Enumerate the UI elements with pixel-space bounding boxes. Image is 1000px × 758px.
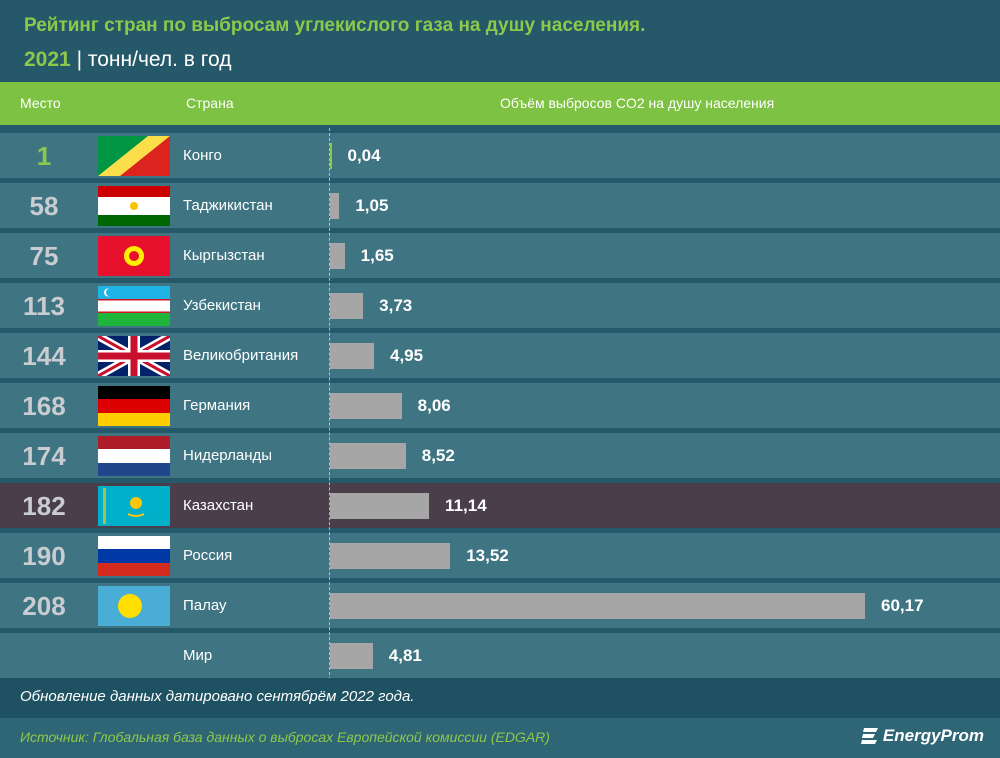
country-name: Кыргызстан xyxy=(183,247,265,264)
note-band: Обновление данных датировано сентябрём 2… xyxy=(0,678,1000,718)
bar xyxy=(330,343,374,369)
table-row: 113 Узбекистан 3,73 xyxy=(0,283,1000,328)
flag-kazakhstan-icon xyxy=(98,486,170,526)
rank: 75 xyxy=(29,241,59,271)
table-row: 174 Нидерланды 8,52 xyxy=(0,433,1000,478)
bar xyxy=(330,593,865,619)
rank: 113 xyxy=(23,291,65,321)
table-row: 190 Россия 13,52 xyxy=(0,533,1000,578)
rank: 168 xyxy=(22,391,66,421)
flag-germany-icon xyxy=(98,386,170,426)
country-name: Конго xyxy=(183,147,222,164)
bar xyxy=(330,543,451,569)
rank: 58 xyxy=(29,191,59,221)
value-label: 1,65 xyxy=(360,246,394,265)
rank: 182 xyxy=(22,491,66,521)
header-value: Объём выбросов CO2 на душу населения xyxy=(500,95,775,111)
update-note: Обновление данных датировано сентябрём 2… xyxy=(20,688,415,705)
country-name: Таджикистан xyxy=(183,197,273,214)
energyprom-logo: EnergyProm xyxy=(860,726,984,746)
rank: 208 xyxy=(22,591,66,621)
chart-title: Рейтинг стран по выбросам углекислого га… xyxy=(24,15,646,36)
country-name: Палау xyxy=(183,597,227,614)
axis-line xyxy=(329,128,330,680)
value-label: 8,06 xyxy=(417,396,451,415)
country-name: Россия xyxy=(183,547,233,564)
flag-russia-icon xyxy=(98,536,170,576)
rank: 190 xyxy=(22,541,66,571)
table-row: 144 Великобритания 4,95 xyxy=(0,333,1000,378)
bar xyxy=(330,493,430,519)
country-name: Узбекистан xyxy=(183,297,261,314)
year: 2021 xyxy=(24,48,71,71)
rank: 144 xyxy=(22,341,66,371)
table-row: 75 Кыргызстан 1,65 xyxy=(0,233,1000,278)
value-label: 8,52 xyxy=(421,446,455,465)
value-label: 11,14 xyxy=(445,496,487,515)
logo-text: EnergyProm xyxy=(882,726,984,745)
bar xyxy=(330,193,340,219)
value-label: 4,81 xyxy=(388,646,422,665)
chart-subtitle: 2021 | тонн/чел. в год xyxy=(24,48,231,72)
flag-uk-icon xyxy=(98,336,170,376)
table-header: Место Страна Объём выбросов CO2 на душу … xyxy=(0,82,1000,125)
source-band: Источник: Глобальная база данных о выбро… xyxy=(0,718,1000,758)
bar xyxy=(330,393,402,419)
rank: 174 xyxy=(22,441,66,471)
bar xyxy=(330,243,345,269)
unit: | тонн/чел. в год xyxy=(76,48,232,71)
value-label: 3,73 xyxy=(379,296,413,315)
flag-uzbekistan-icon xyxy=(98,286,170,326)
country-name: Казахстан xyxy=(183,497,254,514)
flag-kyrgyzstan-icon xyxy=(98,236,170,276)
bar xyxy=(330,143,332,169)
country-name: Мир xyxy=(183,647,213,664)
table-row: Мир 4,81 xyxy=(0,633,1000,678)
flag-palau-icon xyxy=(98,586,170,626)
value-label: 4,95 xyxy=(390,346,424,365)
header-rank: Место xyxy=(20,95,61,111)
country-name: Германия xyxy=(183,397,251,414)
header-country: Страна xyxy=(186,95,234,111)
country-name: Нидерланды xyxy=(183,447,273,464)
flag-tajikistan-icon xyxy=(98,186,170,226)
table-row: 58 Таджикистан 1,05 xyxy=(0,183,1000,228)
value-label: 1,05 xyxy=(355,196,389,215)
flag-congo-icon xyxy=(98,136,170,176)
rank: 1 xyxy=(36,141,52,171)
logo-icon xyxy=(860,728,878,744)
bar xyxy=(330,643,373,669)
bar xyxy=(330,293,364,319)
flag-netherlands-icon xyxy=(98,436,170,476)
table-row: 182 Казахстан 11,14 xyxy=(0,483,1000,528)
value-label: 0,04 xyxy=(347,146,381,165)
value-label: 60,17 xyxy=(881,596,924,615)
source-note: Источник: Глобальная база данных о выбро… xyxy=(20,729,550,745)
bar xyxy=(330,443,406,469)
country-name: Великобритания xyxy=(183,347,299,364)
table-row: 208 Палау 60,17 xyxy=(0,583,1000,628)
table-row: 1 Конго 0,04 xyxy=(0,133,1000,178)
table-row: 168 Германия 8,06 xyxy=(0,383,1000,428)
value-label: 13,52 xyxy=(466,546,509,565)
